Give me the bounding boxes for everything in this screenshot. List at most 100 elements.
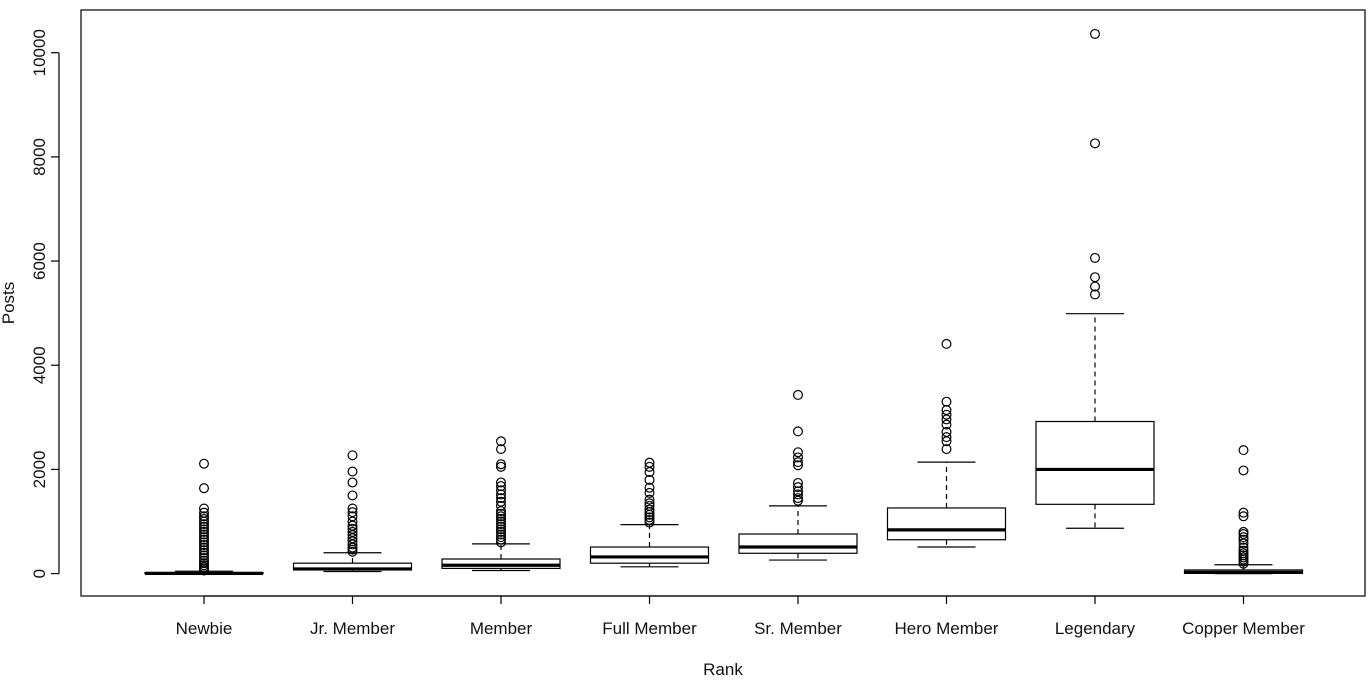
- outlier-point: [644, 500, 655, 511]
- outlier-point: [347, 503, 358, 514]
- box-group-copper-member: [1183, 445, 1304, 575]
- y-tick-label: 4000: [30, 346, 49, 384]
- outlier-point: [496, 496, 507, 507]
- box-group-jr-member: [292, 450, 413, 573]
- y-axis: 0 2000 4000 6000 8000 10000: [30, 29, 60, 578]
- x-tick-label: Newbie: [176, 619, 233, 638]
- outlier-point: [1089, 289, 1100, 300]
- outlier-point: [644, 514, 655, 525]
- outlier-point: [644, 487, 655, 498]
- outlier-point: [941, 432, 952, 443]
- outlier-point: [792, 452, 803, 463]
- outlier-point: [792, 493, 803, 504]
- outlier-point: [644, 517, 655, 528]
- outlier-point: [1238, 526, 1249, 537]
- x-tick-label: Full Member: [602, 619, 697, 638]
- outlier-point: [496, 519, 507, 530]
- y-tick-label: 8000: [30, 138, 49, 176]
- outlier-point: [199, 458, 210, 469]
- outlier-point: [199, 483, 210, 494]
- outlier-point: [496, 459, 507, 470]
- outlier-point: [1238, 445, 1249, 456]
- outlier-point: [496, 537, 507, 548]
- outlier-point: [347, 523, 358, 534]
- outlier-point: [496, 511, 507, 522]
- outlier-point: [496, 485, 507, 496]
- outlier-point: [199, 552, 210, 563]
- outlier-point: [347, 477, 358, 488]
- outlier-point: [347, 511, 358, 522]
- outlier-point: [496, 500, 507, 511]
- outlier-point: [199, 529, 210, 540]
- outlier-point: [792, 477, 803, 488]
- outlier-point: [1089, 272, 1100, 283]
- outlier-point: [496, 521, 507, 532]
- box: [738, 533, 858, 554]
- outlier-point: [1238, 465, 1249, 476]
- outlier-point: [941, 419, 952, 430]
- outlier-point: [1238, 534, 1249, 545]
- outlier-point: [941, 338, 952, 349]
- box: [1035, 420, 1155, 505]
- outlier-point: [644, 474, 655, 485]
- outlier-point: [1238, 542, 1249, 553]
- outlier-point: [941, 426, 952, 437]
- x-tick-label: Sr. Member: [754, 619, 842, 638]
- outlier-point: [199, 513, 210, 524]
- y-tick-label: 2000: [30, 451, 49, 489]
- outlier-point: [347, 526, 358, 537]
- outlier-point: [199, 534, 210, 545]
- outlier-point: [199, 532, 210, 543]
- outlier-point: [199, 537, 210, 548]
- outlier-point: [347, 466, 358, 477]
- outlier-point: [199, 545, 210, 556]
- outlier-point: [792, 460, 803, 471]
- outlier-point: [496, 526, 507, 537]
- y-axis-label: Posts: [0, 282, 18, 325]
- outlier-point: [644, 482, 655, 493]
- box-group-hero-member: [886, 338, 1007, 548]
- y-tick-label: 10000: [30, 29, 49, 76]
- outlier-point: [496, 493, 507, 504]
- box-group-sr-member: [738, 389, 858, 561]
- outlier-point: [496, 534, 507, 545]
- outlier-point: [1089, 138, 1100, 149]
- x-tick-label: Jr. Member: [310, 619, 395, 638]
- outlier-point: [496, 477, 507, 488]
- outlier-point: [199, 511, 210, 522]
- outlier-point: [941, 409, 952, 420]
- boxes-layer: [144, 28, 1304, 576]
- box-group-member: [441, 436, 561, 572]
- x-axis-label: Rank: [703, 660, 743, 679]
- outlier-point: [1238, 511, 1249, 522]
- outlier-point: [941, 444, 952, 455]
- outlier-point: [496, 513, 507, 524]
- outlier-point: [496, 508, 507, 519]
- outlier-point: [347, 490, 358, 501]
- outlier-point: [941, 396, 952, 407]
- outlier-point: [792, 489, 803, 500]
- outlier-point: [792, 426, 803, 437]
- outlier-point: [496, 481, 507, 492]
- outlier-point: [199, 558, 210, 569]
- outlier-point: [199, 526, 210, 537]
- outlier-point: [1089, 28, 1100, 39]
- x-tick-label: Legendary: [1055, 619, 1136, 638]
- x-tick-label: Member: [470, 619, 533, 638]
- outlier-point: [199, 521, 210, 532]
- outlier-point: [496, 524, 507, 535]
- outlier-point: [792, 447, 803, 458]
- outlier-point: [792, 482, 803, 493]
- outlier-point: [347, 507, 358, 518]
- outlier-point: [199, 555, 210, 566]
- outlier-point: [496, 444, 507, 455]
- outlier-point: [199, 550, 210, 561]
- outlier-point: [1089, 252, 1100, 263]
- outlier-point: [199, 507, 210, 518]
- outlier-point: [199, 539, 210, 550]
- outlier-point: [496, 516, 507, 527]
- outlier-point: [644, 461, 655, 472]
- outlier-point: [1238, 532, 1249, 543]
